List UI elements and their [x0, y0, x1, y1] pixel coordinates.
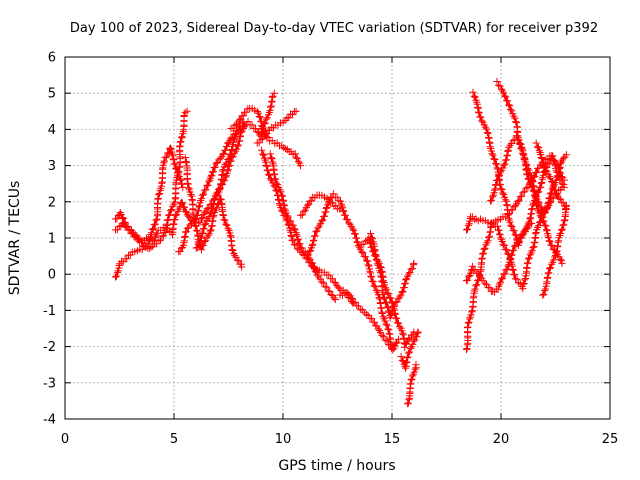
data-point-markers	[111, 107, 191, 253]
y-tick-label: 4	[48, 123, 56, 138]
data-point-markers	[253, 107, 300, 147]
series-track-15	[367, 229, 418, 322]
x-tick-label: 0	[61, 432, 69, 447]
y-tick-label: -3	[43, 376, 56, 391]
x-tick-label: 20	[493, 432, 510, 447]
data-points	[111, 77, 570, 408]
series-track-21	[469, 88, 568, 249]
x-axis-label: GPS time / hours	[278, 458, 395, 474]
y-tick-label: 3	[48, 159, 56, 174]
data-point-markers	[397, 328, 422, 372]
series-track-5	[175, 118, 248, 256]
data-point-markers	[175, 118, 248, 256]
chart-title: Day 100 of 2023, Sidereal Day-to-day VTE…	[70, 21, 598, 36]
y-tick-label: -2	[43, 340, 56, 355]
series-track-26	[539, 201, 570, 299]
data-point-markers	[336, 289, 403, 354]
x-tick-label: 5	[170, 432, 178, 447]
y-tick-label: 2	[48, 195, 56, 210]
y-tick-label: 0	[48, 268, 56, 283]
series-track-12	[303, 190, 396, 351]
data-point-markers	[367, 229, 418, 322]
series-track-20	[462, 213, 527, 293]
series-track-16	[397, 328, 422, 372]
data-point-markers	[303, 190, 396, 351]
series-track-17	[404, 361, 420, 408]
x-tick-label: 15	[384, 432, 401, 447]
data-point-markers	[539, 201, 570, 299]
x-tick-label: 25	[602, 432, 619, 447]
y-tick-label: -1	[43, 304, 56, 319]
y-tick-label: 5	[48, 87, 56, 102]
data-point-markers	[519, 151, 570, 288]
series-track-4	[181, 153, 246, 271]
y-tick-label: 1	[48, 232, 56, 247]
plot-frame	[64, 56, 611, 420]
data-point-markers	[469, 88, 568, 249]
data-point-markers	[266, 150, 339, 304]
series-track-25	[519, 151, 570, 288]
series-track-10	[266, 150, 339, 304]
series-track-3	[111, 107, 191, 253]
data-point-markers	[181, 153, 246, 271]
data-point-markers	[404, 361, 420, 408]
series-track-8	[253, 107, 300, 147]
series-track-13	[336, 289, 403, 354]
x-tick-label: 10	[275, 432, 292, 447]
data-point-markers	[462, 213, 527, 293]
y-tick-label: -4	[43, 413, 56, 428]
y-axis-label: SDTVAR / TECUs	[7, 181, 23, 296]
y-tick-label: 6	[48, 51, 56, 66]
